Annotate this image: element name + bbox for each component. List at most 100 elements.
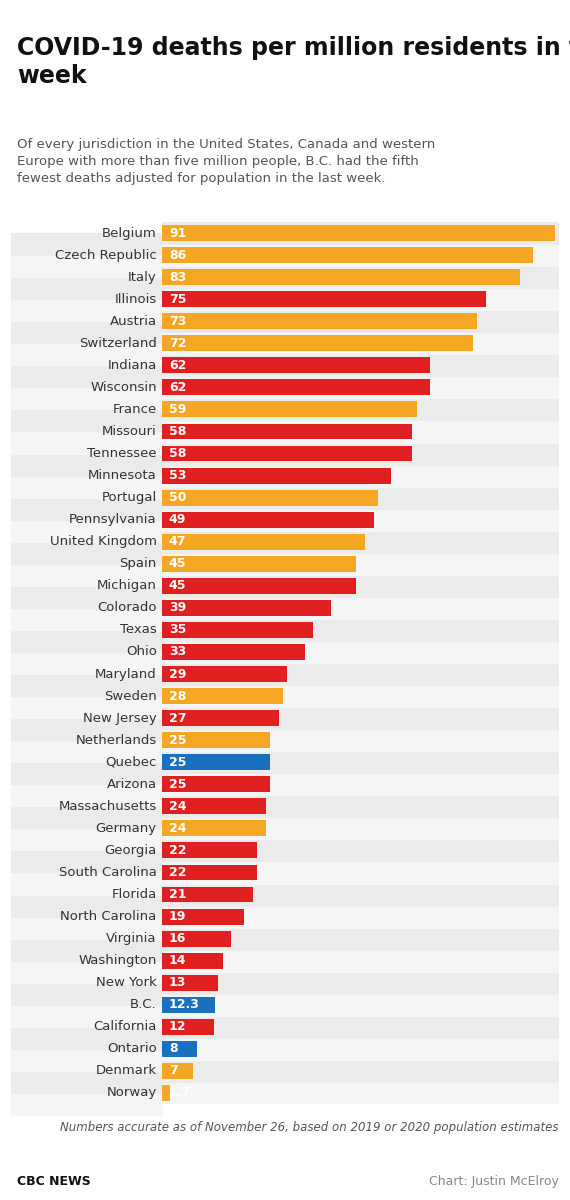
- Text: Ohio: Ohio: [126, 646, 157, 659]
- Bar: [0, 377, 570, 398]
- Bar: [162, 490, 378, 505]
- Text: 14: 14: [169, 954, 186, 967]
- Text: 1.7: 1.7: [169, 1086, 191, 1099]
- Text: Belgium: Belgium: [102, 227, 157, 240]
- Text: 73: 73: [169, 314, 186, 328]
- Bar: [0, 730, 570, 751]
- Bar: [162, 644, 305, 660]
- Text: CBC NEWS: CBC NEWS: [17, 1175, 91, 1188]
- Text: 24: 24: [169, 822, 186, 835]
- Bar: [162, 269, 520, 286]
- Text: B.C.: B.C.: [130, 998, 157, 1012]
- Text: Czech Republic: Czech Republic: [55, 248, 157, 262]
- Bar: [0, 796, 570, 817]
- Bar: [0, 443, 570, 464]
- Bar: [162, 688, 283, 704]
- Text: 28: 28: [169, 690, 186, 702]
- Bar: [0, 641, 570, 662]
- Text: 12.3: 12.3: [169, 998, 200, 1012]
- Text: France: France: [112, 403, 157, 416]
- Text: 27: 27: [169, 712, 186, 725]
- Text: 58: 58: [169, 425, 186, 438]
- Text: South Carolina: South Carolina: [59, 866, 157, 878]
- Bar: [0, 332, 570, 354]
- Text: 49: 49: [169, 514, 186, 526]
- Bar: [162, 776, 270, 792]
- Text: 59: 59: [169, 403, 186, 416]
- Bar: [0, 553, 570, 575]
- Bar: [0, 266, 570, 288]
- Text: 62: 62: [169, 359, 186, 372]
- Text: Michigan: Michigan: [97, 580, 157, 593]
- Bar: [0, 420, 570, 443]
- Bar: [162, 1019, 214, 1034]
- Bar: [0, 707, 570, 730]
- Bar: [162, 931, 231, 947]
- Text: 53: 53: [169, 469, 186, 482]
- Bar: [162, 666, 287, 682]
- Bar: [162, 1040, 197, 1057]
- Bar: [162, 358, 430, 373]
- Bar: [162, 511, 374, 528]
- Text: 58: 58: [169, 448, 186, 460]
- Text: 39: 39: [169, 601, 186, 614]
- Text: 25: 25: [169, 733, 186, 746]
- Bar: [162, 1063, 193, 1079]
- Bar: [0, 972, 570, 994]
- Text: Maryland: Maryland: [95, 667, 157, 680]
- Bar: [162, 821, 266, 836]
- Text: Wisconsin: Wisconsin: [90, 380, 157, 394]
- Text: 7: 7: [169, 1064, 178, 1078]
- Bar: [162, 1085, 170, 1100]
- Bar: [0, 662, 570, 685]
- Bar: [162, 556, 356, 571]
- Bar: [162, 292, 486, 307]
- Bar: [162, 974, 218, 991]
- Text: Indiana: Indiana: [108, 359, 157, 372]
- Bar: [162, 335, 473, 352]
- Text: Florida: Florida: [112, 888, 157, 901]
- Text: 62: 62: [169, 380, 186, 394]
- Text: Portugal: Portugal: [101, 491, 157, 504]
- Bar: [0, 487, 570, 509]
- Text: 33: 33: [169, 646, 186, 659]
- Text: Spain: Spain: [120, 557, 157, 570]
- Bar: [162, 887, 253, 902]
- Text: 45: 45: [169, 557, 186, 570]
- Bar: [162, 908, 245, 924]
- Text: Washington: Washington: [78, 954, 157, 967]
- Bar: [162, 710, 279, 726]
- Bar: [162, 622, 314, 638]
- Text: Germany: Germany: [96, 822, 157, 835]
- Text: 22: 22: [169, 866, 186, 878]
- Bar: [0, 311, 570, 332]
- Bar: [0, 862, 570, 883]
- Text: Switzerland: Switzerland: [79, 337, 157, 349]
- Text: 72: 72: [169, 337, 186, 349]
- Text: 24: 24: [169, 800, 186, 812]
- Text: New York: New York: [96, 977, 157, 989]
- Bar: [0, 1015, 570, 1038]
- Bar: [0, 1060, 570, 1082]
- Text: Arizona: Arizona: [107, 778, 157, 791]
- Text: United Kingdom: United Kingdom: [50, 535, 157, 548]
- Text: 8: 8: [169, 1043, 177, 1055]
- Text: 91: 91: [169, 227, 186, 240]
- Text: 13: 13: [169, 977, 186, 989]
- Bar: [0, 530, 570, 553]
- Bar: [0, 1038, 570, 1060]
- Bar: [162, 468, 391, 484]
- Text: Italy: Italy: [128, 271, 157, 283]
- Bar: [162, 997, 215, 1013]
- Bar: [162, 313, 477, 329]
- Bar: [162, 402, 417, 418]
- Text: 25: 25: [169, 778, 186, 791]
- Bar: [162, 864, 257, 881]
- Bar: [0, 222, 570, 244]
- Text: 16: 16: [169, 932, 186, 946]
- Text: 50: 50: [169, 491, 186, 504]
- Bar: [162, 842, 257, 858]
- Bar: [0, 398, 570, 420]
- Bar: [0, 883, 570, 906]
- Bar: [0, 994, 570, 1015]
